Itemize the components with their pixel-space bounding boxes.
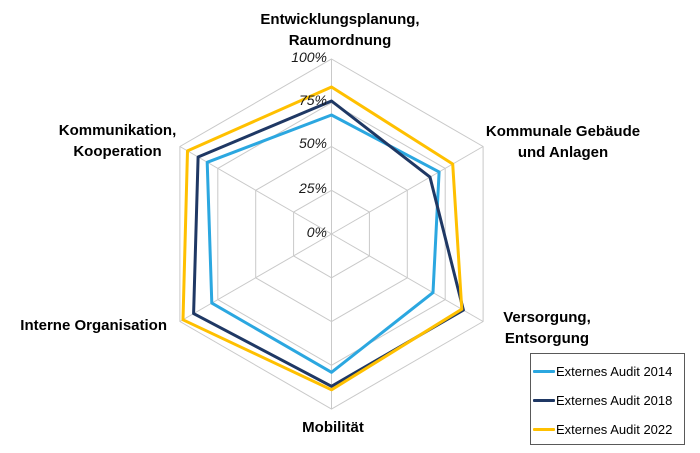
tick-label-75: 75%: [298, 92, 327, 108]
legend-label: Externes Audit 2014: [556, 364, 673, 379]
legend: Externes Audit 2014 Externes Audit 2018 …: [530, 353, 685, 445]
tick-label-25: 25%: [298, 180, 327, 196]
axis-label-line: Kommunale Gebäude: [485, 123, 641, 140]
legend-item-2014: Externes Audit 2014: [531, 357, 684, 386]
axis-label-versorgung-entsorgung: Versorgung, Entsorgung: [487, 307, 607, 349]
axis-label-mobilitaet: Mobilität: [273, 417, 393, 438]
legend-label: Externes Audit 2022: [556, 422, 673, 437]
axis-label-line: Mobilität: [302, 419, 364, 436]
axis-spoke-4: [179, 233, 332, 322]
legend-line-swatch-2018: [533, 399, 555, 402]
axis-label-line: Versorgung,: [503, 309, 591, 326]
axis-spoke-5: [179, 146, 332, 235]
axis-label-kommunikation-kooperation: Kommunikation, Kooperation: [37, 120, 198, 162]
axis-label-line: Kommunikation,: [58, 122, 177, 139]
legend-line-swatch-2014: [533, 370, 555, 373]
axis-label-line: und Anlagen: [517, 144, 609, 161]
series-polygon-externes-audit-2014: [205, 113, 441, 374]
legend-item-2022: Externes Audit 2022: [531, 415, 684, 444]
series-polygon-externes-audit-2018: [192, 99, 465, 388]
tick-label-50: 50%: [298, 135, 327, 151]
axis-label-line: Interne Organisation: [20, 317, 167, 334]
axis-label-kommunale-gebaeude-und-anlagen: Kommunale Gebäude und Anlagen: [483, 121, 643, 163]
axis-label-interne-organisation: Interne Organisation: [7, 315, 167, 336]
axis-label-line: Kooperation: [73, 143, 162, 160]
axis-spoke-2: [331, 233, 484, 322]
legend-line-swatch-2022: [533, 428, 555, 431]
tick-label-0: 0%: [306, 224, 327, 240]
axis-label-entwicklungsplanung-raumordnung: Entwicklungsplanung, Raumordnung: [235, 9, 445, 51]
legend-label: Externes Audit 2018: [556, 393, 673, 408]
axis-spoke-1: [331, 146, 484, 235]
legend-item-2018: Externes Audit 2018: [531, 386, 684, 415]
axis-label-line: Entsorgung: [504, 330, 590, 347]
tick-label-100: 100%: [291, 49, 327, 65]
axis-label-line: Raumordnung: [288, 32, 392, 49]
axis-label-line: Entwicklungsplanung,: [260, 11, 420, 28]
series-polygon-externes-audit-2022: [181, 85, 464, 392]
